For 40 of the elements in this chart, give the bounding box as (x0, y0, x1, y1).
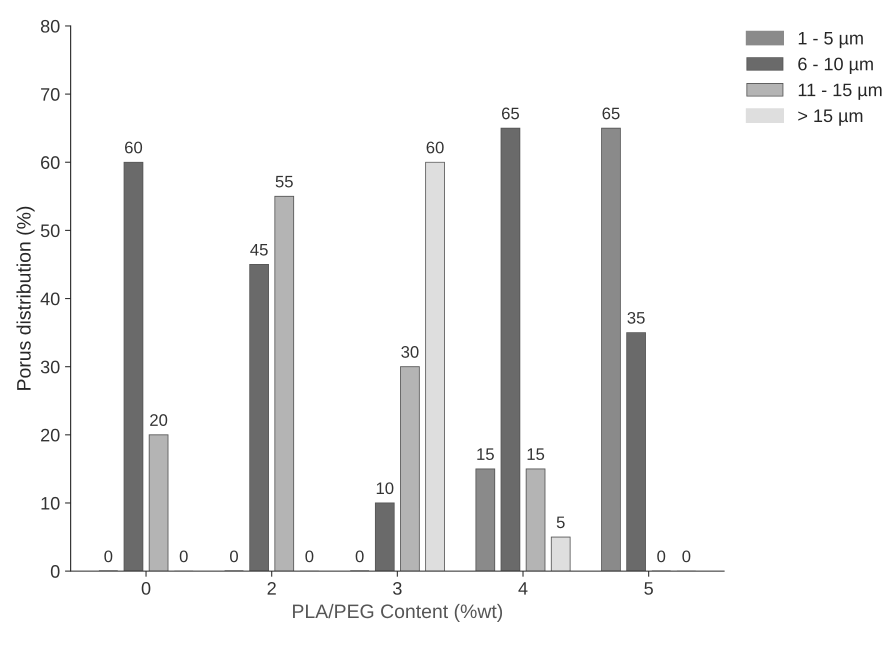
data-label: 0 (230, 550, 238, 562)
legend-label: > 15 µm (798, 110, 862, 126)
data-label: 55 (276, 176, 293, 188)
x-tick-label: 2 (268, 582, 276, 595)
x-tick-label: 0 (142, 582, 150, 595)
data-label: 45 (250, 244, 268, 256)
x-tick-label: 4 (518, 582, 528, 595)
y-tick-label: 70 (41, 88, 60, 101)
x-tick-label: 3 (393, 582, 402, 595)
data-label: 0 (180, 550, 188, 562)
data-label: 0 (305, 550, 314, 562)
data-label: 10 (376, 482, 394, 494)
data-label: 65 (602, 108, 620, 120)
data-label: 15 (477, 448, 494, 460)
y-tick-label: 20 (41, 428, 60, 442)
data-label: 60 (125, 142, 142, 154)
x-axis-title: PLA/PEG Content (%wt) (293, 604, 502, 622)
data-label: 60 (426, 142, 444, 154)
y-tick-label: 60 (41, 156, 60, 169)
legend-label: 6 - 10 µm (798, 58, 873, 74)
legend-label: 11 - 15 µm (798, 84, 882, 100)
data-label: 0 (104, 550, 112, 562)
data-label: 65 (502, 108, 520, 120)
data-label: 0 (657, 550, 666, 562)
y-tick-label: 40 (40, 292, 60, 306)
data-label: 30 (401, 346, 419, 358)
legend-label: 1 - 5 µm (798, 32, 863, 48)
y-tick-label: 30 (40, 360, 60, 374)
data-label: 5 (556, 516, 565, 528)
data-label: 0 (682, 550, 690, 562)
data-label: 20 (150, 414, 168, 426)
y-tick-label: 0 (50, 565, 60, 578)
data-label: 35 (627, 312, 645, 324)
y-tick-label: 10 (42, 496, 60, 510)
y-axis-title: Porus distribution (%) (16, 206, 35, 390)
data-label: 15 (528, 448, 544, 460)
x-tick-label: 5 (644, 582, 653, 595)
data-label: 0 (356, 550, 364, 562)
y-tick-label: 50 (40, 224, 60, 238)
y-tick-label: 80 (40, 20, 60, 33)
